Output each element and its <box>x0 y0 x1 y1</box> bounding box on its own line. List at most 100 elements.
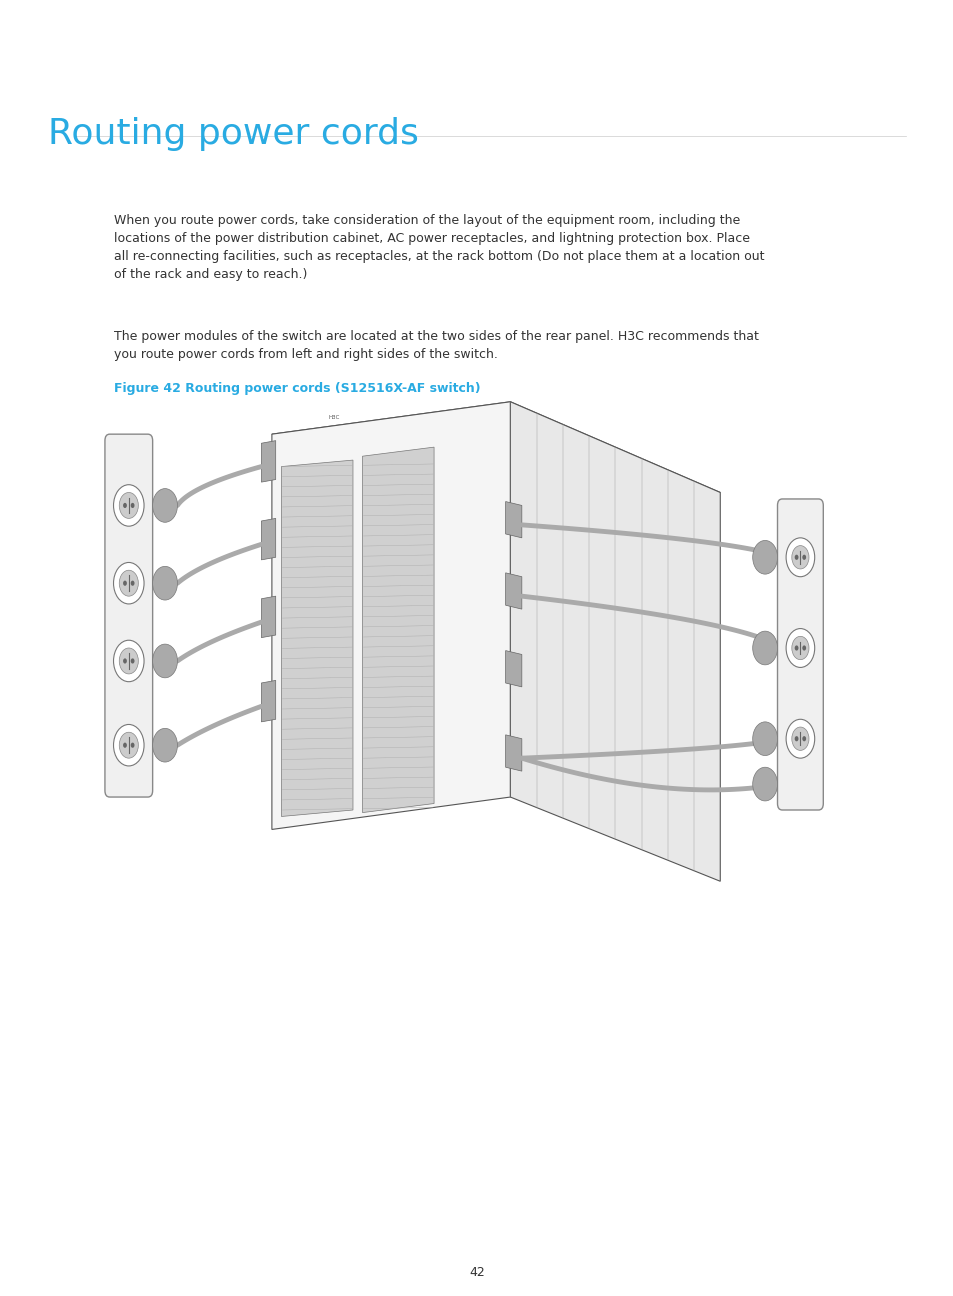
Point <box>427 618 438 634</box>
Line: 2 pts: 2 pts <box>363 717 433 718</box>
Line: 2 pts: 2 pts <box>363 544 433 546</box>
Line: 2 pts: 2 pts <box>363 787 433 788</box>
Line: 2 pts: 2 pts <box>363 666 433 667</box>
Line: 2 pts: 2 pts <box>282 566 352 568</box>
Polygon shape <box>261 596 275 638</box>
Point <box>357 730 369 745</box>
Point <box>276 752 288 767</box>
Line: 2 pts: 2 pts <box>282 627 352 629</box>
Circle shape <box>123 743 127 748</box>
Point <box>427 608 438 623</box>
Point <box>427 709 438 724</box>
Point <box>357 670 369 686</box>
Text: Routing power cords: Routing power cords <box>48 117 418 150</box>
Point <box>661 463 673 478</box>
Line: 2 pts: 2 pts <box>363 656 433 657</box>
Point <box>504 394 516 410</box>
Point <box>357 559 369 574</box>
Polygon shape <box>272 402 510 829</box>
Circle shape <box>113 640 144 682</box>
Point <box>357 498 369 513</box>
Circle shape <box>791 636 808 660</box>
Point <box>346 548 357 564</box>
Point <box>357 518 369 534</box>
Point <box>661 853 673 868</box>
Point <box>357 588 369 604</box>
Point <box>346 639 357 654</box>
Circle shape <box>123 658 127 664</box>
Point <box>276 691 288 706</box>
Line: 2 pts: 2 pts <box>363 474 433 476</box>
Point <box>346 559 357 574</box>
Point <box>276 781 288 797</box>
Circle shape <box>785 538 814 577</box>
Point <box>357 579 369 595</box>
Point <box>357 721 369 736</box>
Point <box>346 498 357 513</box>
Point <box>357 569 369 584</box>
Point <box>427 507 438 522</box>
Point <box>688 473 700 489</box>
Point <box>609 832 620 848</box>
Point <box>357 791 369 806</box>
Point <box>427 486 438 502</box>
Line: 2 pts: 2 pts <box>363 565 433 566</box>
Polygon shape <box>505 651 521 687</box>
Circle shape <box>119 570 138 596</box>
Point <box>427 557 438 573</box>
Point <box>276 722 288 737</box>
Line: 2 pts: 2 pts <box>282 697 352 699</box>
Point <box>427 527 438 543</box>
Line: 2 pts: 2 pts <box>282 708 352 709</box>
Point <box>427 456 438 472</box>
Point <box>530 406 541 421</box>
Point <box>123 745 134 761</box>
Point <box>427 759 438 775</box>
Point <box>357 478 369 494</box>
Circle shape <box>152 566 177 600</box>
Line: 2 pts: 2 pts <box>282 737 352 739</box>
Point <box>357 639 369 654</box>
Line: 2 pts: 2 pts <box>363 767 433 769</box>
Point <box>427 719 438 735</box>
Point <box>346 670 357 686</box>
Point <box>276 459 288 474</box>
Polygon shape <box>261 518 275 560</box>
Point <box>357 629 369 644</box>
Circle shape <box>123 503 127 508</box>
Point <box>427 578 438 594</box>
Polygon shape <box>505 573 521 609</box>
Polygon shape <box>272 402 720 525</box>
Circle shape <box>152 489 177 522</box>
Point <box>276 651 288 666</box>
Line: 2 pts: 2 pts <box>363 677 433 678</box>
Text: 42: 42 <box>469 1266 484 1279</box>
Circle shape <box>131 743 134 748</box>
Point <box>123 490 134 505</box>
Point <box>123 505 134 521</box>
Point <box>794 634 805 649</box>
Point <box>346 689 357 705</box>
Point <box>427 477 438 492</box>
Point <box>276 712 288 727</box>
Point <box>357 780 369 796</box>
Point <box>346 468 357 483</box>
Point <box>276 520 288 535</box>
Point <box>357 700 369 715</box>
Point <box>346 508 357 524</box>
Point <box>276 731 288 746</box>
Point <box>276 661 288 677</box>
Line: 2 pts: 2 pts <box>282 577 352 578</box>
Line: 2 pts: 2 pts <box>282 748 352 749</box>
Point <box>346 538 357 553</box>
Text: The power modules of the switch are located at the two sides of the rear panel. : The power modules of the switch are loca… <box>114 330 759 362</box>
Line: 2 pts: 2 pts <box>282 537 352 538</box>
Line: 2 pts: 2 pts <box>282 505 352 507</box>
Circle shape <box>801 555 805 560</box>
Point <box>276 701 288 717</box>
Point <box>276 489 288 504</box>
Line: 2 pts: 2 pts <box>363 515 433 516</box>
Polygon shape <box>362 447 434 813</box>
Point <box>276 610 288 626</box>
Point <box>794 647 805 662</box>
